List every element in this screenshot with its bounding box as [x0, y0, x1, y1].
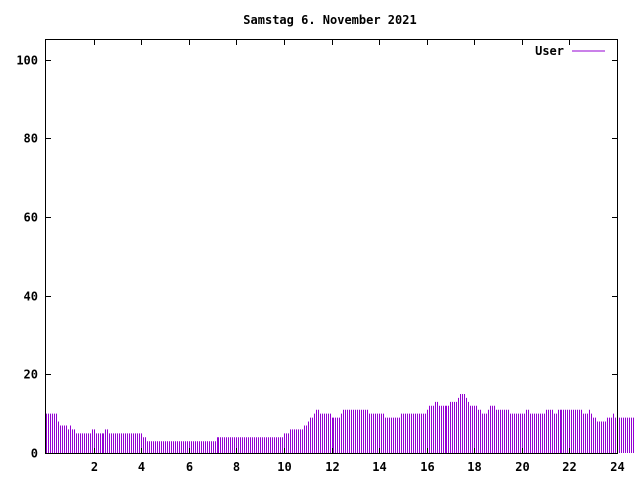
y-tick-label: 80 — [24, 132, 38, 146]
x-tick-label: 4 — [138, 460, 145, 474]
x-tick-label: 6 — [186, 460, 193, 474]
y-tick-label: 20 — [24, 368, 38, 382]
x-tick-label: 24 — [610, 460, 624, 474]
x-tick-label: 22 — [562, 460, 576, 474]
legend: User — [535, 44, 605, 58]
x-tick-label: 10 — [277, 460, 291, 474]
y-tick-label: 100 — [16, 54, 38, 68]
x-tick-label: 14 — [372, 460, 386, 474]
x-tick-label: 18 — [467, 460, 481, 474]
legend-label-user: User — [535, 44, 564, 58]
data-bars — [46, 394, 634, 453]
x-tick-label: 20 — [515, 460, 529, 474]
y-tick-label: 40 — [24, 290, 38, 304]
y-axis-ticks: 0 20 40 60 80 100 — [16, 54, 617, 461]
x-tick-label: 8 — [233, 460, 240, 474]
y-tick-label: 60 — [24, 211, 38, 225]
x-axis-ticks: 2 4 6 8 10 12 14 16 18 20 22 24 — [91, 40, 625, 474]
x-tick-label: 12 — [325, 460, 339, 474]
x-tick-label: 16 — [420, 460, 434, 474]
x-tick-label: 2 — [91, 460, 98, 474]
y-tick-label: 0 — [31, 447, 38, 461]
chart-title: Samstag 6. November 2021 — [243, 13, 416, 27]
plot-area-border — [45, 39, 618, 454]
